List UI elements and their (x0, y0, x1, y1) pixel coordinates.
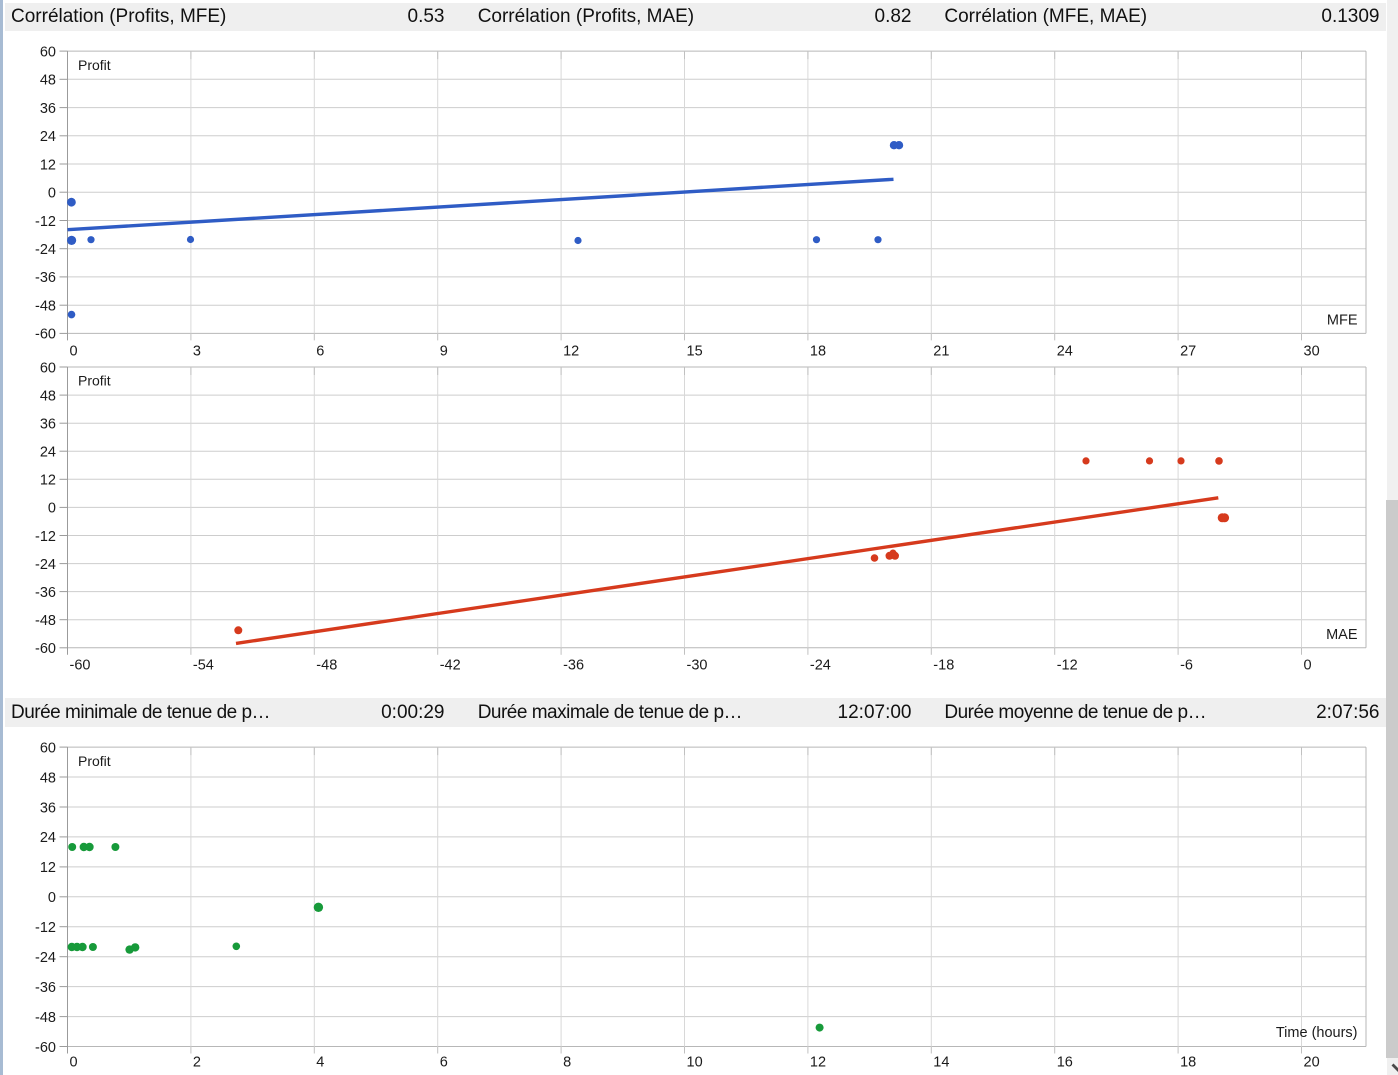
svg-text:-48: -48 (35, 299, 56, 315)
svg-text:-60: -60 (35, 641, 56, 657)
svg-text:-54: -54 (193, 657, 214, 673)
svg-text:-12: -12 (1057, 657, 1078, 673)
svg-text:24: 24 (40, 129, 56, 145)
svg-text:15: 15 (687, 343, 703, 359)
svg-text:14: 14 (933, 1054, 949, 1070)
svg-text:0: 0 (1304, 657, 1312, 673)
svg-text:4: 4 (316, 1054, 324, 1070)
svg-text:-12: -12 (35, 920, 56, 936)
svg-text:48: 48 (40, 770, 56, 786)
svg-text:18: 18 (810, 343, 826, 359)
svg-text:-6: -6 (1180, 657, 1193, 673)
svg-text:-60: -60 (35, 1040, 56, 1056)
svg-text:60: 60 (40, 740, 56, 756)
svg-text:-42: -42 (440, 657, 461, 673)
svg-text:0: 0 (48, 186, 56, 202)
svg-text:0: 0 (48, 501, 56, 517)
svg-text:Profit: Profit (78, 57, 111, 73)
svg-text:-30: -30 (687, 657, 708, 673)
svg-text:-18: -18 (933, 657, 954, 673)
svg-text:21: 21 (933, 343, 949, 359)
svg-text:2: 2 (193, 1054, 201, 1070)
svg-text:27: 27 (1180, 343, 1196, 359)
svg-text:24: 24 (40, 445, 56, 461)
svg-text:60: 60 (40, 360, 56, 376)
svg-text:3: 3 (193, 343, 201, 359)
svg-text:-12: -12 (35, 529, 56, 545)
svg-text:MFE: MFE (1327, 313, 1358, 329)
svg-text:16: 16 (1057, 1054, 1073, 1070)
svg-text:12: 12 (40, 860, 56, 876)
svg-text:-12: -12 (35, 214, 56, 230)
svg-text:20: 20 (1304, 1054, 1320, 1070)
svg-text:18: 18 (1180, 1054, 1196, 1070)
svg-text:12: 12 (40, 157, 56, 173)
svg-text:0: 0 (70, 343, 78, 359)
svg-text:0: 0 (70, 1054, 78, 1070)
svg-text:-36: -36 (35, 585, 56, 601)
svg-text:-48: -48 (35, 613, 56, 629)
svg-text:Time (hours): Time (hours) (1276, 1025, 1358, 1041)
svg-text:24: 24 (40, 830, 56, 846)
svg-text:-24: -24 (810, 657, 831, 673)
svg-text:8: 8 (563, 1054, 571, 1070)
svg-text:24: 24 (1057, 343, 1073, 359)
svg-text:60: 60 (40, 44, 56, 60)
svg-text:10: 10 (687, 1054, 703, 1070)
svg-text:12: 12 (810, 1054, 826, 1070)
svg-text:12: 12 (563, 343, 579, 359)
svg-text:Profit: Profit (78, 753, 111, 769)
svg-text:48: 48 (40, 73, 56, 89)
svg-text:-24: -24 (35, 950, 56, 966)
svg-text:-24: -24 (35, 242, 56, 258)
svg-text:48: 48 (40, 388, 56, 404)
svg-text:36: 36 (40, 800, 56, 816)
svg-text:-60: -60 (70, 657, 91, 673)
svg-text:36: 36 (40, 417, 56, 433)
svg-text:9: 9 (440, 343, 448, 359)
svg-text:MAE: MAE (1326, 627, 1358, 643)
svg-text:-36: -36 (35, 270, 56, 286)
svg-text:6: 6 (440, 1054, 448, 1070)
svg-text:-60: -60 (35, 327, 56, 343)
svg-text:Profit: Profit (78, 373, 111, 389)
svg-text:-36: -36 (35, 980, 56, 996)
svg-text:6: 6 (316, 343, 324, 359)
svg-text:0: 0 (48, 890, 56, 906)
svg-text:36: 36 (40, 101, 56, 117)
svg-text:12: 12 (40, 473, 56, 489)
svg-text:30: 30 (1304, 343, 1320, 359)
svg-text:-48: -48 (35, 1010, 56, 1026)
svg-text:-48: -48 (316, 657, 337, 673)
svg-text:-36: -36 (563, 657, 584, 673)
svg-text:-24: -24 (35, 557, 56, 573)
